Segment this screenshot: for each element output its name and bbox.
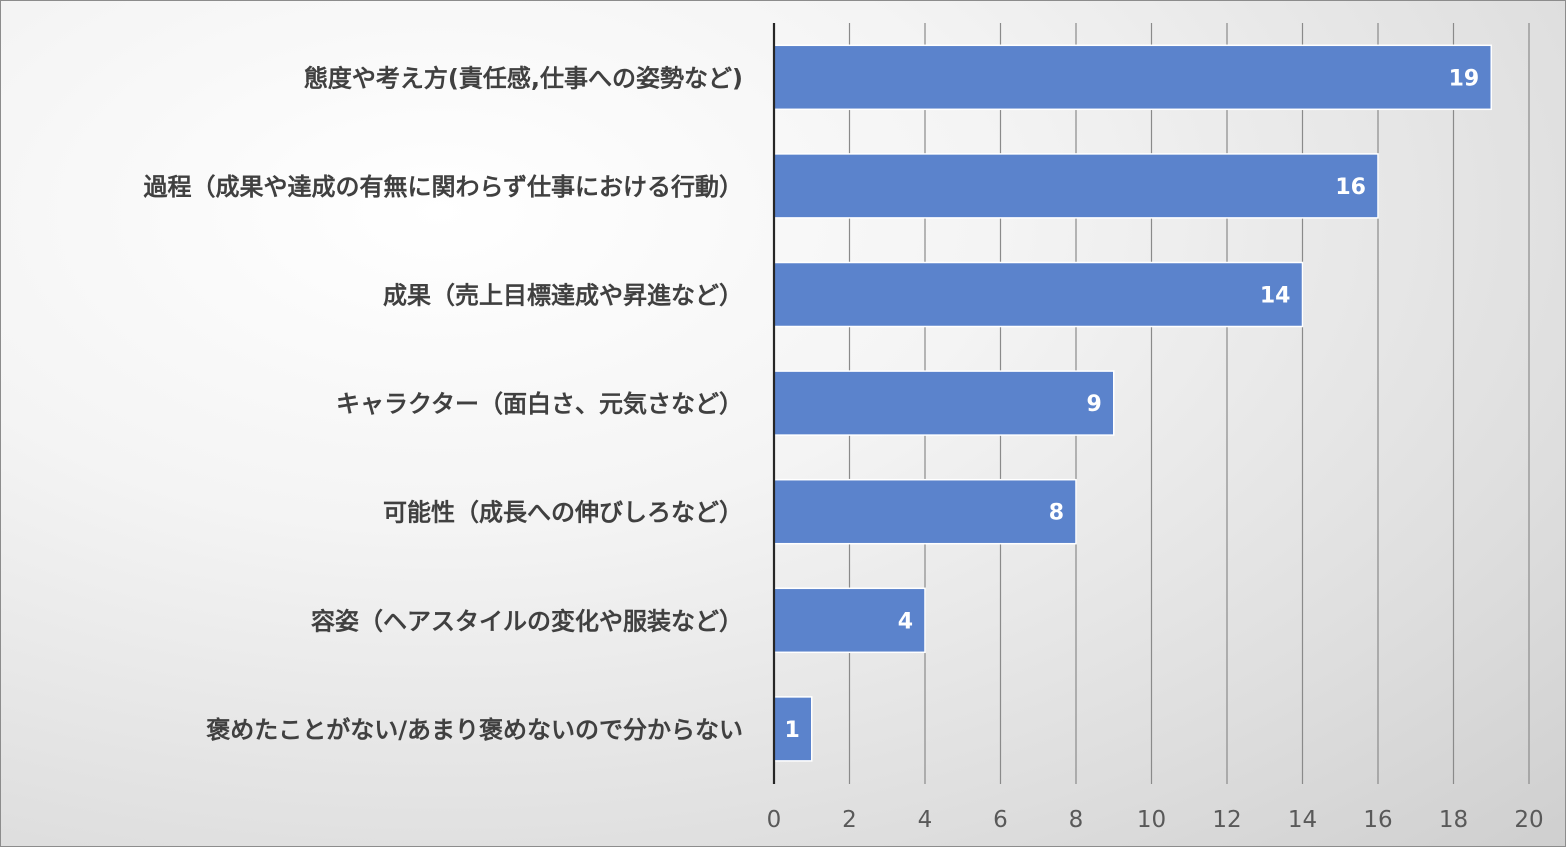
category-label-0: 態度や考え方(責任感,仕事への姿勢など) xyxy=(304,64,743,92)
category-label-2: 成果（売上目標達成や昇進など） xyxy=(383,282,743,310)
bar-0 xyxy=(773,44,1492,111)
category-label-5: 容姿（ヘアスタイルの変化や服装など） xyxy=(311,607,743,635)
category-label-4: 可能性（成長への伸びしろなど） xyxy=(383,499,743,527)
x-tick-label-12: 12 xyxy=(1212,807,1241,833)
gridlines xyxy=(848,23,1530,784)
x-tick-label-2: 2 xyxy=(842,807,857,833)
x-tick-label-10: 10 xyxy=(1137,807,1166,833)
x-tick-label-20: 20 xyxy=(1514,807,1543,833)
bar-1 xyxy=(773,153,1379,219)
x-tick-label-4: 4 xyxy=(918,807,933,833)
data-label-5: 4 xyxy=(898,609,913,634)
x-axis-tick-labels: 0 2 4 6 8 10 12 14 16 18 20 xyxy=(767,807,1544,833)
bar-4 xyxy=(773,478,1077,545)
category-label-3: キャラクター（面白さ、元気さなど） xyxy=(336,390,743,418)
category-label-6: 褒めたことがない/あまり褒めないので分からない xyxy=(205,716,743,744)
x-tick-label-16: 16 xyxy=(1363,807,1392,833)
category-label-1: 過程（成果や達成の有無に関わらず仕事における行動） xyxy=(143,173,743,201)
data-label-0: 19 xyxy=(1449,66,1480,91)
x-tick-label-18: 18 xyxy=(1439,807,1468,833)
bar-5 xyxy=(773,587,926,654)
data-label-3: 9 xyxy=(1086,392,1101,417)
data-label-2: 14 xyxy=(1260,284,1291,309)
bars: 19 16 14 9 8 4 1 xyxy=(773,44,1492,762)
x-tick-label-0: 0 xyxy=(767,807,782,833)
bar-2 xyxy=(773,261,1304,328)
category-labels: 態度や考え方(責任感,仕事への姿勢など) 過程（成果や達成の有無に関わらず仕事にお… xyxy=(143,64,743,744)
data-label-6: 1 xyxy=(784,718,799,743)
x-tick-label-6: 6 xyxy=(993,807,1008,833)
data-label-4: 8 xyxy=(1049,501,1064,526)
data-label-1: 16 xyxy=(1335,175,1366,200)
x-tick-label-8: 8 xyxy=(1069,807,1084,833)
x-tick-label-14: 14 xyxy=(1288,807,1317,833)
bar-3 xyxy=(773,370,1115,436)
